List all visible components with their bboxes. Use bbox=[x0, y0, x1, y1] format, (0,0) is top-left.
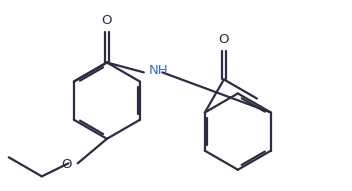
Text: O: O bbox=[102, 14, 112, 27]
Text: O: O bbox=[219, 33, 229, 46]
Text: O: O bbox=[61, 158, 71, 171]
Text: NH: NH bbox=[149, 64, 169, 77]
